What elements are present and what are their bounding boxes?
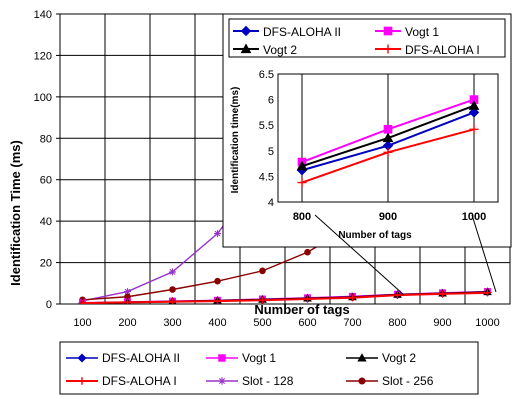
main-x-tick-label: 900	[433, 317, 451, 329]
inset-point-dfs-aloha-i	[297, 178, 307, 188]
legend-marker-vogt-1	[218, 354, 226, 362]
main-point-dfs-aloha-i	[349, 294, 356, 302]
inset-legend-frame	[228, 18, 506, 58]
main-point-slot-128	[169, 268, 176, 276]
inset-point-vogt-1	[383, 124, 393, 134]
inset-point-dfs-aloha-i	[383, 147, 393, 157]
main-point-slot-256	[304, 248, 311, 256]
inset-y-tick-label: 4	[268, 197, 274, 209]
legend-marker-dfs-aloha-ii	[77, 353, 87, 363]
main-y-tick-label: 100	[34, 92, 52, 104]
main-legend-frame	[59, 341, 479, 395]
connector-line-800	[314, 214, 405, 296]
main-point-dfs-aloha-i	[214, 297, 221, 304]
legend-label: Slot - 128	[242, 374, 294, 388]
inset-point-vogt-2	[468, 100, 480, 110]
inset-legend-marker-vogt-1	[383, 26, 393, 36]
legend-label: DFS-ALOHA I	[102, 374, 177, 388]
main-point-dfs-aloha-i	[484, 289, 491, 297]
main-x-tick-label: 500	[253, 317, 271, 329]
main-point-dfs-aloha-i	[124, 298, 131, 304]
main-x-tick-label: 300	[163, 317, 181, 329]
main-x-tick-label: 1000	[475, 317, 499, 329]
main-x-tick-label: 200	[118, 317, 136, 329]
inset-legend-label: DFS-ALOHA I	[405, 43, 480, 57]
inset-y-tick-label: 5	[268, 146, 274, 158]
legend-marker-vogt-2	[357, 353, 367, 362]
main-y-tick-label: 40	[40, 216, 52, 228]
main-x-tick-label: 400	[208, 317, 226, 329]
main-point-dfs-aloha-i	[304, 295, 311, 303]
main-legend: DFS-ALOHA II Vogt 1 Vogt 2 DFS-ALOHA I Slot …	[59, 341, 479, 395]
inset-plot-frame	[277, 73, 499, 203]
connector-line-1000	[471, 214, 497, 293]
inset-chart: DFS-ALOHA II Vogt 1 Vogt 2 DFS-ALOHA I 4 4.5…	[222, 13, 512, 248]
inset-series-dfs-aloha-i	[297, 124, 479, 188]
inset-y-tick-label: 4.5	[259, 171, 274, 183]
main-y-tick-label: 140	[34, 9, 52, 21]
main-point-slot-128	[124, 288, 131, 296]
main-point-slot-128	[214, 230, 221, 238]
inset-legend-label: Vogt 1	[405, 25, 439, 39]
y-axis-title: Identification Time (ms)	[8, 140, 23, 286]
legend-label: Slot - 256	[382, 374, 434, 388]
main-x-tick-label: 700	[343, 317, 361, 329]
main-point-slot-256	[214, 277, 221, 285]
inset-point-dfs-aloha-i	[469, 124, 479, 134]
main-point-dfs-aloha-i	[169, 298, 176, 304]
inset-legend-label: DFS-ALOHA II	[263, 25, 341, 39]
legend-label: DFS-ALOHA II	[102, 351, 180, 365]
legend-marker-slot-256	[358, 377, 366, 385]
main-point-dfs-aloha-i	[394, 291, 401, 299]
main-line-dfs-aloha-i	[82, 291, 488, 304]
inset-legend-marker-dfs-aloha-ii	[240, 25, 252, 37]
main-x-tick-label: 100	[73, 317, 91, 329]
inset-legend: DFS-ALOHA II Vogt 1 Vogt 2 DFS-ALOHA I	[228, 18, 506, 58]
legend-label: Vogt 2	[382, 351, 416, 365]
main-point-dfs-aloha-i	[439, 290, 446, 298]
main-series-dfs-aloha-i	[79, 289, 491, 304]
main-y-tick-label: 80	[40, 133, 52, 145]
x-axis-title: Number of tags	[254, 302, 349, 317]
main-point-slot-256	[259, 267, 266, 275]
inset-point-vogt-2	[296, 160, 308, 171]
inset-y-tick-label: 5.5	[259, 120, 274, 132]
main-point-dfs-aloha-i	[79, 299, 86, 304]
legend-label: Vogt 1	[242, 351, 276, 365]
main-x-tick-label: 600	[298, 317, 316, 329]
legend-marker-slot-128	[218, 377, 226, 385]
inset-series-vogt-2	[296, 100, 480, 171]
inset-plot-area: 4 4.5 5 5.5 6 6.5 800 900 1000	[259, 69, 499, 223]
inset-x-axis-title: Number of tags	[338, 230, 412, 241]
main-y-tick-label: 0	[46, 299, 52, 311]
inset-point-vogt-2	[382, 132, 394, 143]
inset-y-tick-label: 6	[268, 95, 274, 107]
main-x-tick-label: 800	[388, 317, 406, 329]
legend-marker-dfs-aloha-i	[78, 377, 86, 385]
inset-legend-marker-dfs-aloha-i	[383, 44, 393, 54]
main-point-slot-256	[169, 286, 176, 293]
inset-legend-label: Vogt 2	[263, 43, 297, 57]
inset-x-tick-label: 1000	[462, 211, 486, 223]
inset-x-tick-label: 800	[293, 211, 311, 223]
inset-y-tick-label: 6.5	[259, 69, 274, 81]
main-point-dfs-aloha-i	[259, 296, 266, 304]
main-y-tick-label: 120	[34, 50, 52, 62]
inset-point-dfs-aloha-ii	[468, 107, 480, 118]
main-y-tick-label: 60	[40, 175, 52, 187]
inset-x-tick-label: 900	[379, 211, 397, 223]
inset-y-axis-title: Identification time(ms)	[230, 87, 241, 194]
inset-legend-marker-vogt-2	[240, 43, 252, 54]
main-y-tick-label: 20	[40, 258, 52, 270]
